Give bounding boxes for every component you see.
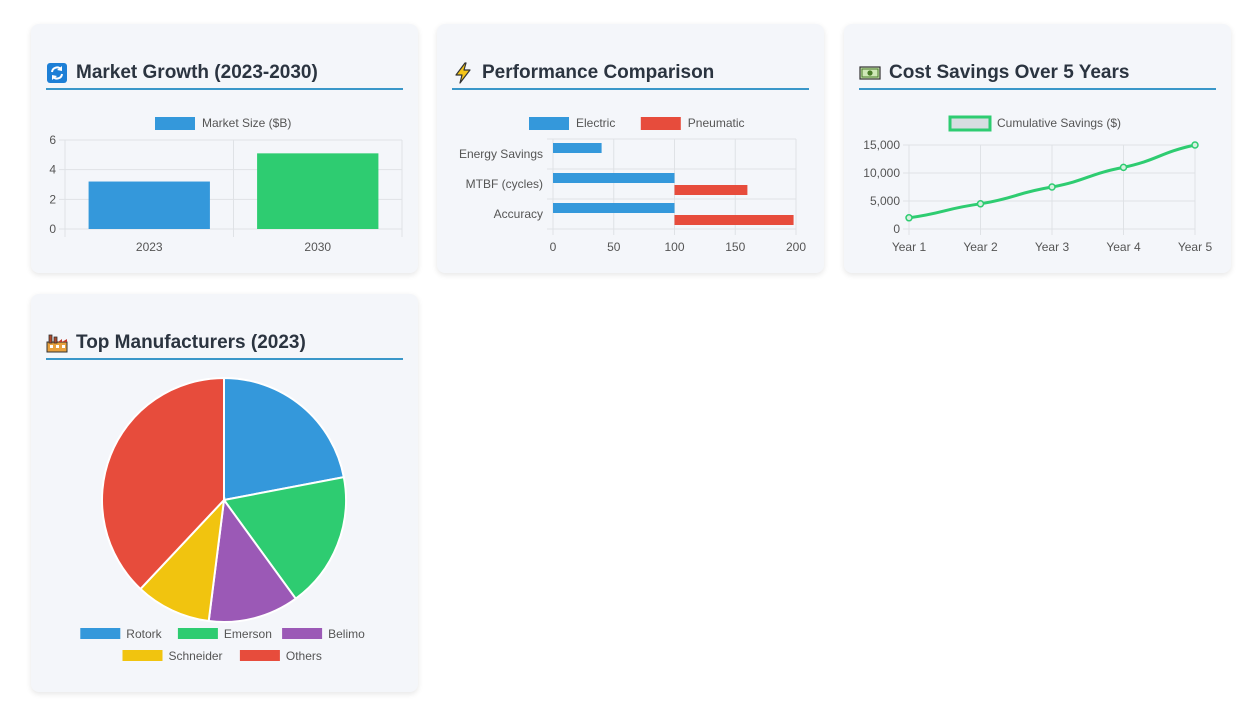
legend-label-belimo[interactable]: Belimo	[328, 627, 365, 641]
x-tick-label: 150	[725, 240, 745, 254]
legend-swatch-emerson[interactable]	[177, 628, 218, 639]
savings-point-4[interactable]	[1119, 163, 1128, 172]
savings-title-text: Cost Savings Over 5 Years	[889, 62, 1130, 83]
x-tick-label: Year 1	[892, 240, 927, 254]
y-tick-label: 10,000	[863, 166, 900, 180]
performance-title-text: Performance Comparison	[482, 62, 715, 83]
x-tick-label: Year 4	[1106, 240, 1141, 254]
x-tick-label: 50	[607, 240, 621, 254]
manufacturers-chart: Rotork Emerson Belimo Schneider Others	[80, 376, 365, 663]
pie-slice-others[interactable]	[101, 376, 225, 591]
market-growth-card: Market Growth (2023-2030) Market Size ($…	[31, 24, 418, 273]
x-tick-label: Year 2	[963, 240, 998, 254]
manufacturers-title: Top Manufacturers (2023)	[46, 328, 403, 360]
performance-title: Performance Comparison	[452, 58, 809, 90]
performance-card: Performance Comparison Electric Pneumatic…	[437, 24, 824, 273]
savings-point-2[interactable]	[976, 200, 985, 208]
legend-label-emerson[interactable]: Emerson	[224, 627, 272, 641]
legend-label-pneumatic[interactable]: Pneumatic	[688, 116, 745, 130]
y-tick-label: MTBF (cycles)	[466, 177, 543, 191]
x-tick-label: Year 5	[1178, 240, 1213, 254]
market-growth-title-text: Market Growth (2023-2030)	[76, 62, 318, 83]
money-bill-icon	[859, 62, 881, 84]
legend-label-market-size[interactable]: Market Size ($B)	[202, 116, 291, 130]
x-tick-label: Year 3	[1035, 240, 1070, 254]
bar-pneumatic-1[interactable]	[674, 185, 748, 195]
y-tick-label: 5,000	[870, 194, 900, 208]
bar-pneumatic-2[interactable]	[674, 215, 794, 225]
legend-label-cumulative-savings[interactable]: Cumulative Savings ($)	[997, 116, 1121, 130]
x-tick-label: 100	[664, 240, 684, 254]
y-tick-label: 6	[49, 133, 56, 147]
y-tick-label: 0	[49, 222, 56, 236]
market-growth-chart: Market Size ($B) 0 2 4 6 2023 2030	[49, 116, 403, 254]
bar-electric-0[interactable]	[553, 143, 602, 153]
savings-title: Cost Savings Over 5 Years	[859, 58, 1216, 90]
legend-swatch-market-size[interactable]	[155, 117, 195, 130]
y-tick-label: Accuracy	[494, 207, 543, 221]
legend-label-rotork[interactable]: Rotork	[126, 627, 162, 641]
y-tick-label: Energy Savings	[459, 147, 543, 161]
savings-chart: Cumulative Savings ($) 0 5,000 10,000 15,000…	[863, 115, 1213, 254]
savings-point-3[interactable]	[1048, 183, 1056, 191]
legend-label-electric[interactable]: Electric	[576, 116, 615, 130]
pie-slice-emerson[interactable]	[222, 475, 347, 601]
pie-slice-rotork[interactable]	[223, 376, 346, 502]
bar-electric-1[interactable]	[553, 173, 675, 183]
y-tick-label: 2	[49, 192, 56, 206]
legend-swatch-others[interactable]	[239, 650, 280, 661]
y-tick-label: 15,000	[863, 138, 900, 152]
savings-card: Cost Savings Over 5 Years Cumulative Sav…	[844, 24, 1231, 273]
legend-label-others[interactable]: Others	[286, 649, 322, 663]
legend-swatch-schneider[interactable]	[122, 650, 163, 661]
legend-swatch-cumulative-savings[interactable]	[948, 115, 992, 132]
y-tick-label: 4	[49, 163, 56, 177]
lightning-icon	[452, 62, 474, 84]
x-tick-label: 200	[786, 240, 806, 254]
legend-swatch-pneumatic[interactable]	[640, 117, 681, 130]
pie-slice-schneider[interactable]	[139, 497, 226, 623]
bar-electric-2[interactable]	[553, 203, 675, 213]
manufacturers-title-text: Top Manufacturers (2023)	[76, 332, 306, 353]
factory-icon	[46, 332, 68, 354]
legend-swatch-rotork[interactable]	[80, 628, 121, 639]
legend-label-schneider[interactable]: Schneider	[169, 649, 223, 663]
legend-swatch-belimo[interactable]	[282, 628, 323, 639]
bar-2023[interactable]	[88, 181, 210, 229]
savings-point-5[interactable]	[1191, 141, 1199, 149]
market-growth-title: Market Growth (2023-2030)	[46, 58, 403, 90]
legend-swatch-electric[interactable]	[529, 117, 569, 130]
y-tick-label: 0	[893, 222, 900, 236]
arrows-cycle-icon	[46, 62, 68, 84]
manufacturers-card: Top Manufacturers (2023) Rotork Emerson Be…	[31, 294, 418, 692]
savings-point-1[interactable]	[905, 214, 913, 222]
x-tick-label: 2030	[304, 240, 331, 254]
bar-2030[interactable]	[257, 153, 379, 229]
pie-slice-belimo[interactable]	[207, 497, 298, 623]
x-tick-label: 0	[550, 240, 557, 254]
x-tick-label: 2023	[136, 240, 163, 254]
performance-chart: Electric Pneumatic 0 50 100 150 200 Energy Savi…	[459, 116, 806, 254]
